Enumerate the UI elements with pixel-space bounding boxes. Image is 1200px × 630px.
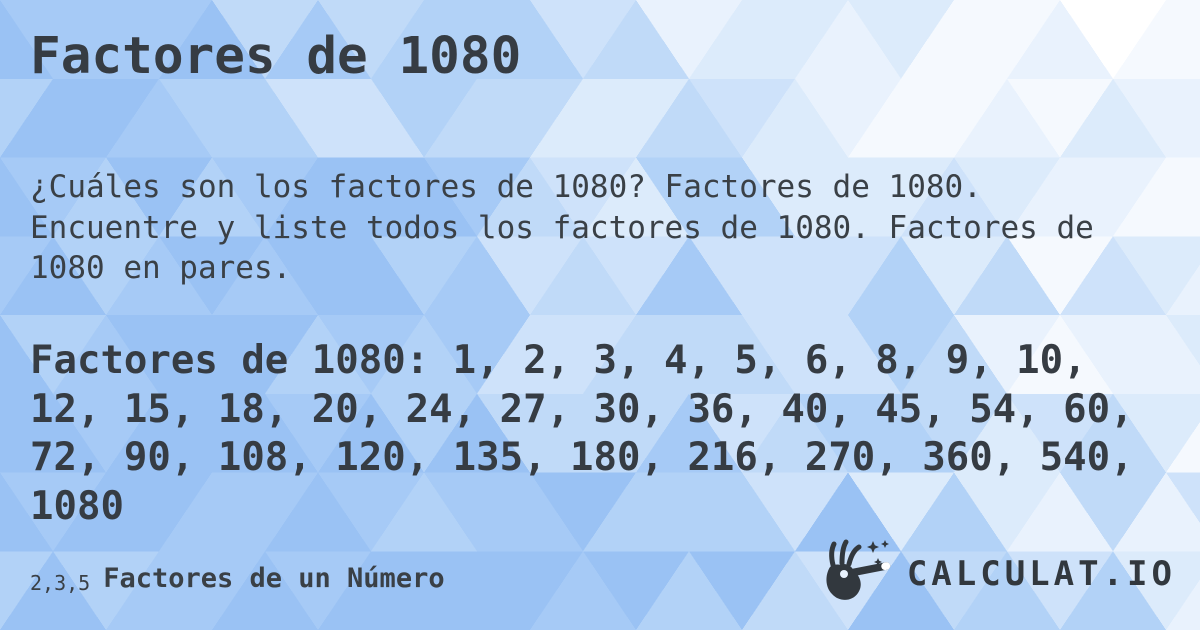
category-badge: 2,3,5 Factores de un Número: [30, 563, 445, 595]
factors-list: Factores de 1080: 1, 2, 3, 4, 5, 6, 8, 9…: [30, 337, 1134, 531]
factors-line: Factores de 1080: 1, 2, 3, 4, 5, 6, 8, 9…: [30, 338, 1087, 383]
factors-line: 72, 90, 108, 120, 135, 180, 216, 270, 36…: [30, 435, 1134, 480]
brand-wordmark: CALCULAT.IO: [906, 554, 1176, 594]
calculatio-logo: CALCULAT.IO: [821, 539, 1176, 608]
description-paragraph: ¿Cuáles son los factores de 1080? Factor…: [30, 167, 1094, 289]
description-line: Encuentre y liste todos los factores de …: [30, 209, 1094, 246]
description-line: ¿Cuáles son los factores de 1080? Factor…: [30, 169, 982, 205]
hand-magic-wand-icon: [826, 539, 891, 600]
prime-factors-icon: 2,3,5: [30, 571, 91, 595]
factors-line: 1080: [30, 483, 124, 529]
factors-line: 12, 15, 18, 20, 24, 27, 30, 36, 40, 45, …: [30, 386, 1134, 432]
description-line: 1080 en pares.: [30, 250, 292, 286]
page-title: Factores de 1080: [30, 27, 522, 86]
category-label: Factores de un Número: [103, 563, 445, 594]
